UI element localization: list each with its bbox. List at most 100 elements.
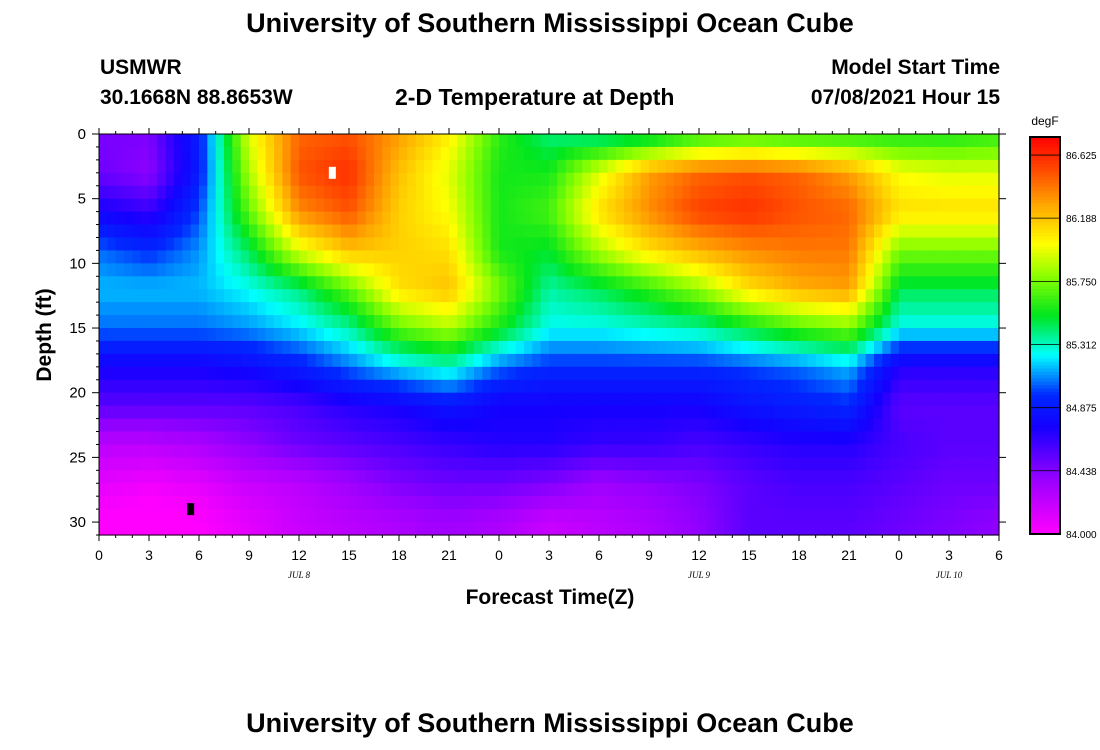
heatmap-cell [965, 328, 975, 342]
heatmap-cell [332, 483, 342, 497]
colorbar-band [1030, 318, 1060, 323]
heatmap-cell [590, 328, 600, 342]
heatmap-cell [357, 250, 367, 264]
heatmap-cell [332, 172, 342, 187]
heatmap-cell [849, 134, 858, 148]
heatmap-cell [832, 276, 842, 290]
heatmap-cell [407, 250, 417, 264]
heatmap-cell [799, 483, 808, 497]
heatmap-cell [832, 185, 842, 200]
heatmap-cell [657, 198, 667, 213]
colorbar-tick-label: 84.875 [1066, 404, 1097, 415]
heatmap-cell [265, 444, 275, 458]
heatmap-cell [565, 418, 575, 433]
heatmap-cell [715, 496, 725, 510]
heatmap-cell [815, 328, 825, 342]
heatmap-cell [907, 211, 917, 226]
heatmap-cell [265, 134, 275, 148]
heatmap-cell [299, 392, 308, 407]
heatmap-cell [957, 509, 967, 523]
heatmap-cell [849, 263, 858, 277]
heatmap-cell [157, 289, 167, 303]
heatmap-cell [332, 418, 342, 433]
heatmap-cell [824, 509, 833, 523]
heatmap-cell [557, 457, 567, 471]
heatmap-cell [307, 224, 317, 239]
heatmap-cell [232, 444, 242, 458]
heatmap-cell [740, 134, 750, 148]
heatmap-cell [499, 366, 508, 381]
heatmap-cell [199, 470, 208, 484]
heatmap-cell [899, 211, 908, 226]
heatmap-cell [690, 444, 700, 458]
heatmap-cell [957, 224, 967, 239]
heatmap-cell [957, 263, 967, 277]
heatmap-cell [949, 172, 958, 187]
heatmap-cell [115, 405, 125, 420]
heatmap-cell [915, 379, 925, 394]
heatmap-cell [415, 237, 425, 252]
heatmap-cell [124, 328, 133, 342]
heatmap-cell [965, 340, 975, 355]
heatmap-cell [490, 392, 500, 407]
heatmap-cell [690, 185, 700, 200]
heatmap-cell [882, 431, 892, 446]
heatmap-cell [649, 263, 658, 277]
heatmap-cell [315, 198, 325, 213]
heatmap-cell [149, 392, 158, 407]
heatmap-cell [699, 457, 708, 471]
heatmap-cell [365, 302, 375, 316]
heatmap-cell [690, 522, 700, 536]
heatmap-cell [282, 302, 292, 316]
colorbar-band [1030, 342, 1060, 347]
heatmap-cell [674, 418, 683, 433]
heatmap-cell [357, 418, 367, 433]
heatmap-cell [432, 263, 442, 277]
heatmap-cell [874, 392, 883, 407]
heatmap-cell [282, 276, 292, 290]
heatmap-cell [674, 276, 683, 290]
heatmap-cell [499, 211, 508, 226]
heatmap-cell [390, 509, 400, 523]
heatmap-cell [282, 522, 292, 536]
heatmap-cell [749, 224, 758, 239]
heatmap-cell [982, 509, 992, 523]
heatmap-cell [557, 392, 567, 407]
heatmap-cell [449, 185, 458, 200]
heatmap-cell [757, 276, 767, 290]
heatmap-cell [140, 224, 150, 239]
heatmap-cell [290, 379, 300, 394]
heatmap-cell [957, 444, 967, 458]
heatmap-cell [507, 185, 517, 200]
heatmap-cell [115, 340, 125, 355]
heatmap-cell [415, 366, 425, 381]
heatmap-cell [174, 470, 183, 484]
heatmap-cell [840, 146, 850, 161]
heatmap-cell [882, 198, 892, 213]
heatmap-cell [274, 353, 283, 368]
heatmap-cell [374, 366, 383, 381]
heatmap-cell [357, 379, 367, 394]
heatmap-cell [840, 185, 850, 200]
heatmap-cell [990, 366, 1000, 381]
heatmap-cell [540, 198, 550, 213]
heatmap-cell [290, 250, 300, 264]
colorbar-band [1030, 299, 1060, 304]
heatmap-cell [449, 211, 458, 226]
heatmap-cell [724, 366, 733, 381]
heatmap-cell [482, 302, 492, 316]
heatmap-cell [349, 172, 358, 187]
x-tick-label: 15 [741, 547, 757, 563]
heatmap-cell [599, 392, 608, 407]
heatmap-cell [807, 353, 817, 368]
heatmap-cell [190, 328, 200, 342]
heatmap-cell [715, 159, 725, 174]
heatmap-cell [190, 237, 200, 252]
heatmap-cell [290, 392, 300, 407]
heatmap-cell [615, 159, 625, 174]
heatmap-cell [449, 522, 458, 536]
heatmap-cell [757, 302, 767, 316]
heatmap-cell [499, 457, 508, 471]
heatmap-cell [107, 172, 117, 187]
heatmap-cell [299, 289, 308, 303]
